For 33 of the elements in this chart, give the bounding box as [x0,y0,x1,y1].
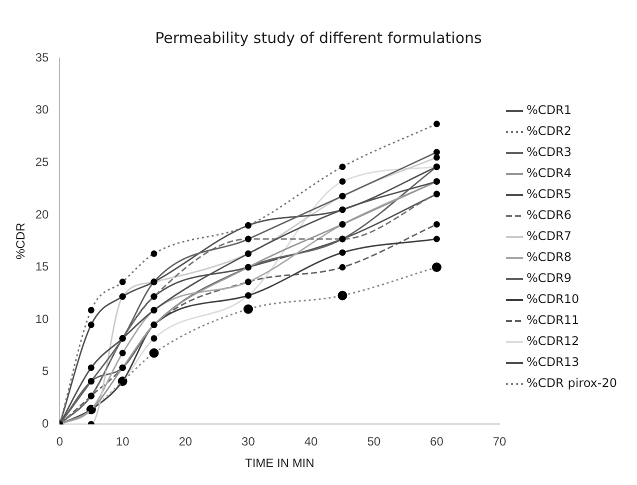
y-tick-label: 35 [35,50,50,64]
y-axis-title: %CDR [14,222,28,260]
y-tick-label: 0 [42,416,50,431]
x-tick-label: 0 [56,434,64,449]
y-tick-label: 20 [35,207,50,222]
legend-label: %CDR11 [526,313,580,328]
x-tick-label: 70 [492,434,507,449]
x-tick-label: 30 [242,434,256,449]
legend-label: %CDR5 [526,187,572,202]
x-tick-label: 40 [304,434,318,449]
legend-label: %CDR pirox-20 [526,376,617,390]
y-tick-label: 30 [35,102,50,117]
x-tick-label: 50 [367,434,381,449]
legend-label: %CDR13 [526,355,580,370]
x-tick-label: 10 [116,434,130,449]
legend-label: %CDR3 [526,145,572,160]
x-tick-label: 60 [430,434,444,449]
y-tick-label: 25 [35,154,50,169]
y-tick-label: 5 [42,364,50,378]
legend-label: %CDR6 [526,208,572,222]
legend-label: %CDR7 [526,229,572,244]
x-tick-label: 20 [178,434,192,449]
y-tick-label: 15 [35,260,50,274]
legend-label: %CDR9 [526,271,572,286]
legend-label: %CDR1 [526,103,572,118]
legend-label: %CDR8 [526,250,572,264]
legend-label: %CDR4 [526,166,572,180]
legend-label: %CDR10 [526,292,580,306]
legend-label: %CDR12 [526,334,580,348]
chart-title: Permeability study of different formulations [155,28,482,47]
legend-label: %CDR2 [526,124,572,138]
x-axis-title: TIME IN MIN [244,456,314,470]
y-tick-label: 10 [35,312,50,326]
